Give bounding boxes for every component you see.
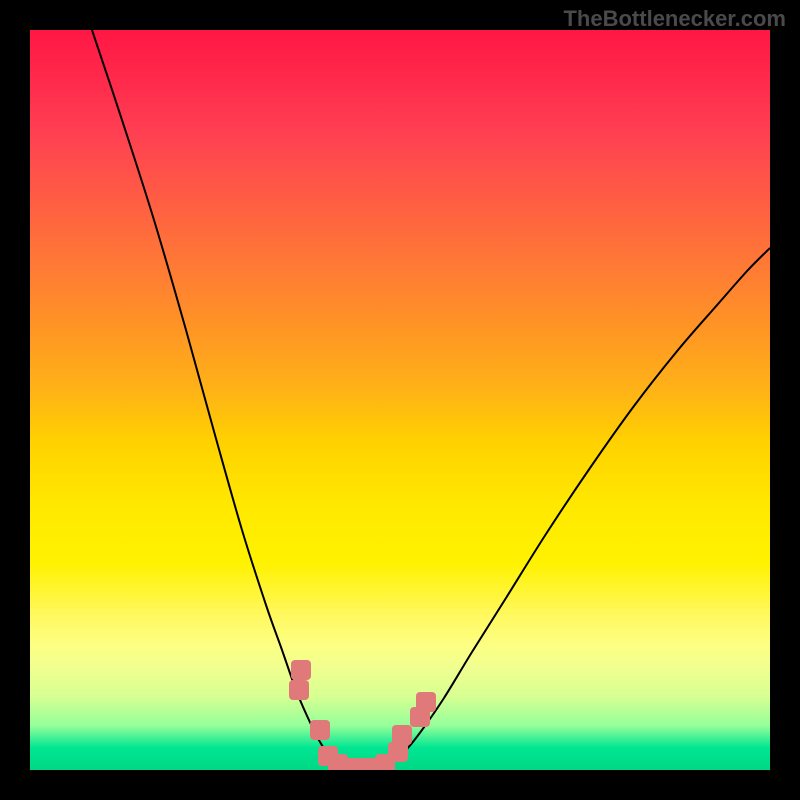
curve-right <box>380 248 770 768</box>
curve-left <box>92 30 350 768</box>
data-marker <box>289 680 309 700</box>
data-marker <box>310 720 330 740</box>
watermark-text: TheBottlenecker.com <box>563 6 786 32</box>
plot-area <box>30 30 770 770</box>
data-marker <box>291 660 311 680</box>
data-markers <box>289 660 436 770</box>
bottleneck-curve-svg <box>30 30 770 770</box>
data-marker <box>392 725 412 745</box>
data-marker <box>416 692 436 712</box>
